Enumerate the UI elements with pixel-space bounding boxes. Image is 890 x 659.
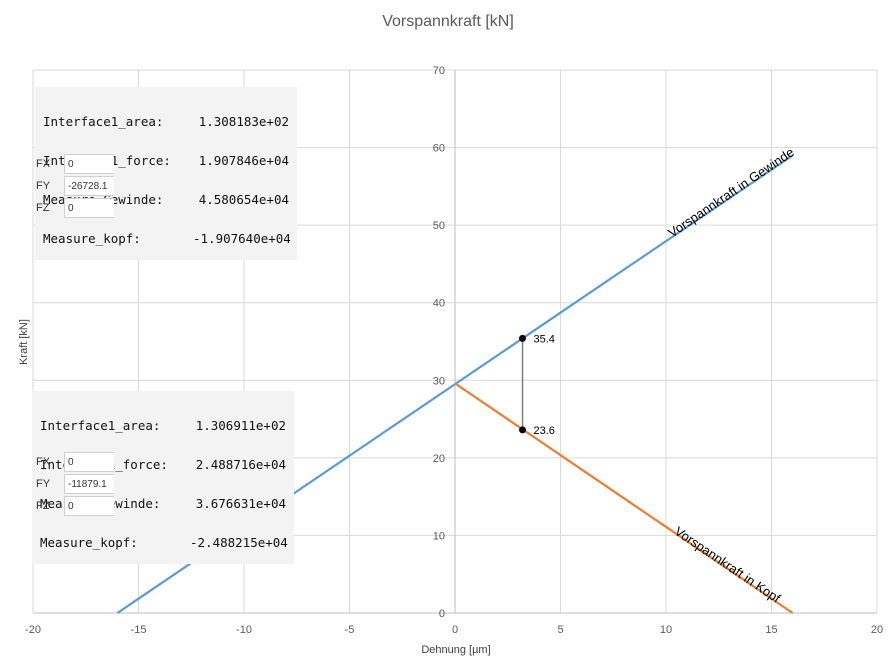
y-tick-label: 50 (433, 220, 445, 232)
y-tick-label: 0 (439, 608, 445, 620)
x-tick-label: 0 (452, 624, 458, 636)
data-point-label: 23.6 (534, 425, 555, 437)
force-key: FY (36, 180, 51, 192)
info-value: -2.488215e+04 (190, 535, 288, 550)
info-row: Interface1_area: 1.308183e+02 (43, 115, 289, 128)
points-layer: 35.4 23.6 (519, 333, 555, 437)
force-key: FX (36, 456, 51, 468)
info-key: Interface1_area: (40, 418, 161, 433)
info-value: 4.580654e+04 (198, 192, 289, 207)
x-tick-label: -10 (236, 624, 252, 636)
force-key: FZ (36, 500, 50, 512)
info-value: 1.306911e+02 (195, 418, 286, 433)
y-axis-label: Kraft [kN] (18, 319, 30, 365)
force-key: FY (36, 478, 51, 490)
info-value: -1.907640e+04 (193, 231, 291, 246)
x-tick-label: 10 (660, 624, 672, 636)
y-tick-label: 20 (433, 453, 445, 465)
chart-title: Vorspannkraft [kN] (382, 13, 514, 30)
info-value: 3.676631e+04 (195, 496, 286, 511)
data-point-label: 35.4 (534, 333, 555, 345)
force-key: FZ (36, 202, 50, 214)
y-tick-label: 30 (433, 375, 445, 387)
info-row: Measure_kopf: -1.907640e+04 (43, 231, 291, 246)
data-point (519, 334, 527, 342)
info-key: Measure_kopf: (40, 535, 138, 550)
info-value: 2.488716e+04 (195, 457, 286, 472)
info-row: Interface1_area: 1.306911e+02 (40, 419, 286, 432)
x-tick-label: -20 (25, 624, 41, 636)
force-key: FX (36, 158, 51, 170)
force-value: 0 (64, 198, 114, 218)
force-row-fy: FY -26728.1 (32, 175, 114, 197)
x-tick-label: 20 (871, 624, 883, 636)
force-table-bottom: FX 0 FY -11879.1 FZ 0 (32, 451, 114, 517)
x-tick-label: 15 (765, 624, 777, 636)
force-value: 0 (64, 452, 114, 472)
force-table-top: FX 0 FY -26728.1 FZ 0 (32, 153, 114, 219)
force-row-fz: FZ 0 (32, 197, 114, 219)
force-row-fy: FY -11879.1 (32, 473, 114, 495)
info-value: 1.308183e+02 (198, 114, 289, 129)
force-row-fx: FX 0 (32, 451, 114, 473)
y-tick-label: 10 (433, 530, 445, 542)
info-key: Measure_kopf: (43, 231, 141, 246)
series-line-2 (454, 382, 794, 614)
y-tick-label: 40 (433, 298, 445, 310)
force-value: -26728.1 (64, 176, 114, 196)
force-row-fx: FX 0 (32, 153, 114, 175)
force-value: 0 (64, 154, 114, 174)
x-tick-label: -15 (131, 624, 147, 636)
info-row: Measure_kopf: -2.488215e+04 (40, 535, 288, 550)
y-tick-label: 70 (433, 65, 445, 77)
data-point (519, 426, 527, 434)
x-axis-label: Dehnung [µm] (421, 644, 490, 656)
y-axis-ticks: 0 10 20 30 40 50 60 70 (433, 65, 445, 620)
force-value: 0 (64, 496, 114, 516)
x-tick-label: 5 (557, 624, 563, 636)
force-value: -11879.1 (64, 474, 114, 494)
series-label-gewinde: Vorspannkraft in Gewinde (665, 144, 797, 240)
info-key: Interface1_area: (43, 114, 164, 129)
y-tick-label: 60 (433, 143, 445, 155)
x-axis-ticks: -20 -15 -10 -5 0 5 10 15 20 (25, 624, 883, 636)
force-row-fz: FZ 0 (32, 495, 114, 517)
info-value: 1.907846e+04 (198, 153, 289, 168)
x-tick-label: -5 (345, 624, 355, 636)
